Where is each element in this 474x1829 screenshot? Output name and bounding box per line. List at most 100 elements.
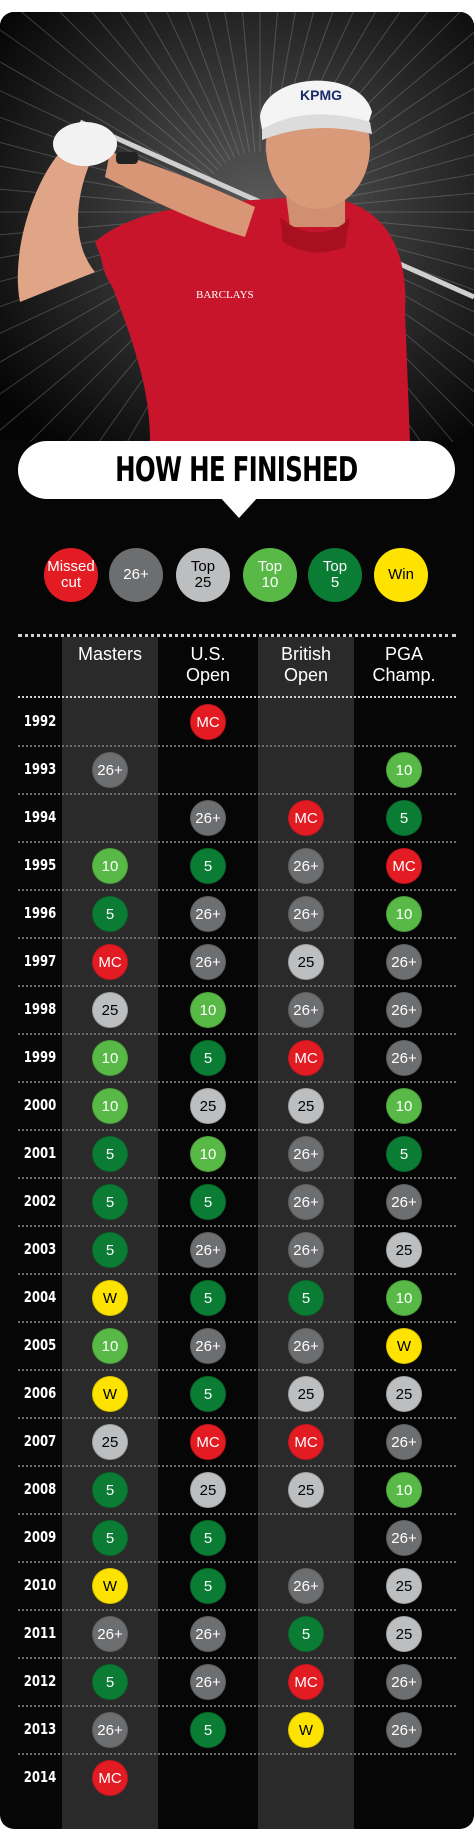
row-divider xyxy=(18,1705,456,1707)
year-label: 1998 xyxy=(23,1000,57,1018)
row-divider xyxy=(18,1513,456,1515)
result-badge: 26+ xyxy=(386,1424,422,1460)
result-badge: 5 xyxy=(288,1280,324,1316)
page-title: HOW HE FINISHED xyxy=(115,450,358,490)
row-divider xyxy=(18,1753,456,1755)
result-badge: 26+ xyxy=(92,1712,128,1748)
result-badge: 5 xyxy=(92,1520,128,1556)
year-label: 2010 xyxy=(23,1576,57,1594)
column-header: U.S. Open xyxy=(185,644,231,685)
row-divider xyxy=(18,1561,456,1563)
result-badge: W xyxy=(92,1568,128,1604)
row-divider xyxy=(18,937,456,939)
result-badge: 26+ xyxy=(288,992,324,1028)
result-badge: MC xyxy=(190,704,226,740)
row-divider xyxy=(18,1465,456,1467)
column-header: Masters xyxy=(77,644,142,664)
result-badge: 25 xyxy=(288,944,324,980)
result-badge: 26+ xyxy=(190,1232,226,1268)
result-badge: 26+ xyxy=(288,1136,324,1172)
row-divider xyxy=(18,985,456,987)
year-label: 2009 xyxy=(23,1528,57,1546)
infographic-card: KPMG BARCLAYS HOW HE FINISHED Missed cut… xyxy=(0,12,474,1829)
result-badge: 25 xyxy=(386,1568,422,1604)
result-badge: W xyxy=(386,1328,422,1364)
result-badge: 26+ xyxy=(386,1184,422,1220)
result-badge: MC xyxy=(288,1424,324,1460)
year-label: 2006 xyxy=(23,1384,57,1402)
result-badge: 10 xyxy=(386,1472,422,1508)
year-label: 2011 xyxy=(23,1624,57,1642)
result-badge: 5 xyxy=(190,1376,226,1412)
year-label: 2014 xyxy=(23,1768,57,1786)
result-badge: W xyxy=(92,1280,128,1316)
year-label: 2007 xyxy=(23,1432,57,1450)
shirt-logo: BARCLAYS xyxy=(196,289,254,301)
year-label: 1994 xyxy=(23,808,57,826)
result-badge: 5 xyxy=(190,1040,226,1076)
legend-item-5: Top 5 xyxy=(308,548,362,602)
result-badge: 10 xyxy=(92,1088,128,1124)
result-badge: 25 xyxy=(190,1088,226,1124)
row-divider xyxy=(18,1129,456,1131)
result-badge: 5 xyxy=(92,1472,128,1508)
year-label: 1995 xyxy=(23,856,57,874)
result-badge: 10 xyxy=(92,1040,128,1076)
result-badge: 10 xyxy=(386,896,422,932)
result-badge: 25 xyxy=(92,1424,128,1460)
legend-item-10: Top 10 xyxy=(243,548,297,602)
result-badge: 10 xyxy=(92,848,128,884)
result-badge: 26+ xyxy=(92,752,128,788)
year-label: 2003 xyxy=(23,1240,57,1258)
column-header: British Open xyxy=(280,644,331,685)
result-badge: 25 xyxy=(190,1472,226,1508)
result-badge: 26+ xyxy=(190,1664,226,1700)
row-divider xyxy=(18,745,456,747)
result-badge: 10 xyxy=(190,992,226,1028)
result-badge: 26+ xyxy=(92,1616,128,1652)
year-label: 2008 xyxy=(23,1480,57,1498)
result-badge: 26+ xyxy=(190,1328,226,1364)
row-divider xyxy=(18,841,456,843)
year-label: 2000 xyxy=(23,1096,57,1114)
result-badge: 5 xyxy=(190,1520,226,1556)
year-label: 1996 xyxy=(23,904,57,922)
legend-item-25: Top 25 xyxy=(176,548,230,602)
result-badge: MC xyxy=(288,1040,324,1076)
legend-item-26plus: 26+ xyxy=(109,548,163,602)
result-badge: 26+ xyxy=(288,1184,324,1220)
row-divider xyxy=(18,1081,456,1083)
year-label: 2013 xyxy=(23,1720,57,1738)
result-badge: 5 xyxy=(386,1136,422,1172)
result-badge: 25 xyxy=(386,1232,422,1268)
result-badge: 5 xyxy=(190,1712,226,1748)
bubble-tail xyxy=(219,496,259,518)
result-badge: 26+ xyxy=(288,1568,324,1604)
result-badge: 10 xyxy=(92,1328,128,1364)
year-label: 2004 xyxy=(23,1288,57,1306)
result-badge: 25 xyxy=(92,992,128,1028)
year-label: 1993 xyxy=(23,760,57,778)
result-badge: 25 xyxy=(288,1472,324,1508)
hero-photo: KPMG BARCLAYS xyxy=(0,12,474,442)
result-badge: MC xyxy=(190,1424,226,1460)
result-badge: 5 xyxy=(92,1232,128,1268)
row-divider xyxy=(18,1609,456,1611)
result-badge: W xyxy=(288,1712,324,1748)
result-badge: 5 xyxy=(190,1280,226,1316)
result-badge: 26+ xyxy=(386,1712,422,1748)
row-divider xyxy=(18,1273,456,1275)
result-badge: 26+ xyxy=(288,896,324,932)
result-badge: 5 xyxy=(386,800,422,836)
year-label: 2001 xyxy=(23,1144,57,1162)
row-divider xyxy=(18,889,456,891)
result-badge: 10 xyxy=(190,1136,226,1172)
result-badge: MC xyxy=(92,1760,128,1796)
legend: Missed cut 26+ Top 25 Top 10 Top 5 Win xyxy=(0,548,474,618)
row-divider xyxy=(18,1321,456,1323)
result-badge: 5 xyxy=(92,1184,128,1220)
result-badge: MC xyxy=(386,848,422,884)
year-label: 2005 xyxy=(23,1336,57,1354)
row-divider xyxy=(18,1417,456,1419)
row-divider xyxy=(18,1369,456,1371)
